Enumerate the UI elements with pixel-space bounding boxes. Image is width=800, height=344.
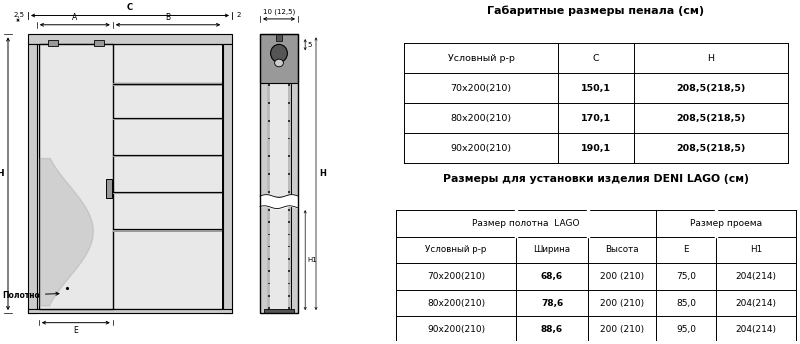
Bar [28,34,232,44]
Bar [276,34,282,41]
Bar [106,179,112,198]
Text: 68,6: 68,6 [541,272,563,281]
Bar [268,85,290,86]
Text: 10 (12,5): 10 (12,5) [263,9,295,15]
Bar [268,234,290,235]
Text: Полотно: Полотно [2,291,59,300]
Text: Габаритные размеры пенала (см): Габаритные размеры пенала (см) [487,5,705,16]
Bar [268,138,290,139]
Bar [268,209,290,211]
Text: 208,5(218,5): 208,5(218,5) [676,144,746,153]
Bar [260,34,298,83]
Text: С: С [593,54,599,63]
Text: 2,5: 2,5 [14,12,25,18]
Text: 2: 2 [237,12,241,18]
Text: 204(214): 204(214) [735,272,777,281]
Bar [268,295,290,297]
Ellipse shape [270,44,287,62]
Text: 95,0: 95,0 [676,325,696,334]
Bar [113,155,222,157]
Bar [114,232,222,308]
Text: 200 (210): 200 (210) [600,325,644,334]
Text: B: B [166,13,170,22]
Bar [48,40,58,46]
Bar [268,221,290,223]
Bar [28,44,37,313]
Bar [113,44,222,309]
Bar [113,192,222,194]
Text: 200 (210): 200 (210) [600,299,644,308]
Bar [268,270,290,272]
Bar [268,246,290,247]
Bar [113,118,222,120]
Bar [260,34,298,313]
Bar [268,258,290,260]
Text: 190,1: 190,1 [581,144,611,153]
Text: A: A [72,13,78,22]
Bar [94,40,104,46]
Bar [268,283,290,284]
Bar [270,207,289,311]
Text: 88,6: 88,6 [541,325,563,334]
Text: Ширина: Ширина [534,245,570,254]
Text: 90х200(210): 90х200(210) [427,325,485,334]
Bar [113,83,222,86]
Text: E: E [683,245,689,254]
Text: Размер проема: Размер проема [690,219,762,228]
Text: Н: Н [707,54,714,63]
Text: 204(214): 204(214) [735,299,777,308]
Bar [114,46,222,82]
Text: H: H [0,169,4,178]
Text: 200 (210): 200 (210) [600,272,644,281]
Text: 85,0: 85,0 [676,299,696,308]
Bar [260,34,267,313]
Bar [291,34,298,313]
Text: Размеры для установки изделия DENI LAGO (см): Размеры для установки изделия DENI LAGO … [443,174,749,184]
Bar [114,86,222,117]
Text: Размер полотна  LAGO: Размер полотна LAGO [472,219,580,228]
Bar [223,44,232,313]
Text: H1: H1 [307,257,317,263]
Bar [114,157,222,191]
Bar [268,173,290,175]
Bar [268,191,290,193]
Bar [268,308,290,309]
Text: Условный р-р: Условный р-р [426,245,486,254]
Bar [268,120,290,121]
Text: 80х200(210): 80х200(210) [450,114,511,123]
Text: 170,1: 170,1 [581,114,611,123]
Bar [28,309,232,313]
Text: H1: H1 [750,245,762,254]
Bar [113,229,222,232]
Bar [268,102,290,104]
Bar [114,194,222,228]
Bar [38,44,113,309]
Bar [270,83,289,196]
Bar [267,36,291,311]
Text: 70х200(210): 70х200(210) [450,84,511,93]
Bar [264,309,294,313]
Text: 78,6: 78,6 [541,299,563,308]
Text: Условный р-р: Условный р-р [447,54,514,63]
Text: E: E [74,326,78,335]
Text: 208,5(218,5): 208,5(218,5) [676,114,746,123]
Text: 75,0: 75,0 [676,272,696,281]
Text: 70х200(210): 70х200(210) [427,272,485,281]
Text: 150,1: 150,1 [581,84,611,93]
Text: 5: 5 [307,42,312,48]
Text: C: C [127,3,133,12]
Text: 80х200(210): 80х200(210) [427,299,485,308]
Ellipse shape [274,59,283,67]
Text: 208,5(218,5): 208,5(218,5) [676,84,746,93]
Bar [114,120,222,154]
Text: H: H [319,169,326,178]
Text: 90х200(210): 90х200(210) [450,144,511,153]
Text: 204(214): 204(214) [735,325,777,334]
Bar [268,155,290,157]
Text: Высота: Высота [605,245,639,254]
